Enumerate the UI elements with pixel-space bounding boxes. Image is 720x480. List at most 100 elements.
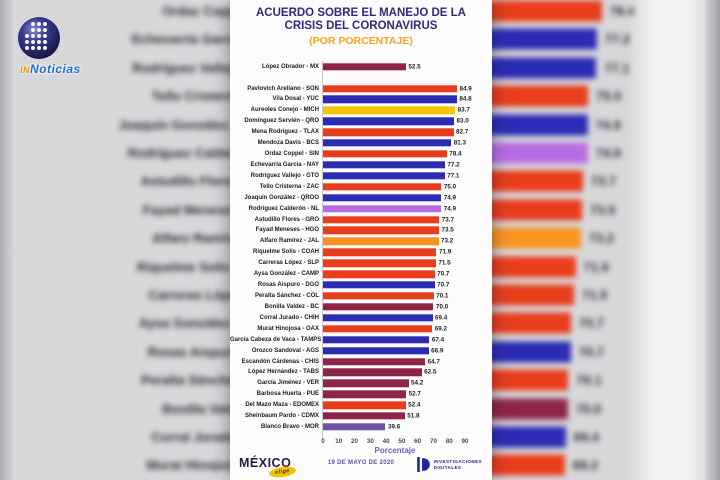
bar-label: Fayad Meneses - HGO [255, 227, 319, 234]
bar [323, 335, 430, 344]
x-tick: 0 [321, 438, 325, 445]
bar-label: Mena Rodríguez - TLAX [251, 129, 319, 136]
x-tick: 60 [414, 438, 422, 445]
x-tick: 90 [461, 438, 469, 445]
bar-value: 52.5 [408, 63, 421, 71]
bar-label: Escandón Cárdenas - CHIS [241, 358, 319, 365]
bar-value: 74.9 [443, 194, 456, 202]
bar [323, 117, 454, 125]
bg-bar-value: 73.7 [590, 173, 617, 189]
bar-value: 66.9 [431, 347, 444, 355]
bar [323, 139, 452, 147]
panel-footer: MÉXICO elige 19 DE MAYO DE 2020 INVESTIG… [230, 452, 492, 479]
bar [323, 106, 456, 115]
org-logo: INVESTIGACIONES DIGITALES [416, 456, 482, 473]
bar [323, 346, 429, 355]
bar [323, 237, 439, 246]
bg-bar-value: 70.1 [576, 372, 602, 388]
background-white-band [628, 0, 706, 480]
bar-label: Vila Dosal - YUC [272, 96, 319, 103]
bg-bar-value: 77.1 [604, 60, 630, 76]
bar-label: García Cabeza de Vaca - TAMPS [230, 336, 322, 343]
bar [323, 281, 435, 289]
bar [323, 390, 407, 398]
x-tick: 10 [335, 438, 343, 445]
y-axis-line [322, 60, 323, 440]
bar [323, 183, 442, 191]
bar-value: 84.9 [459, 85, 472, 92]
bar [323, 95, 457, 104]
bar [323, 314, 433, 322]
chart-title-line1: ACUERDO SOBRE EL MANEJO DE LA [255, 7, 466, 19]
bar-label: Alfaro Ramírez - JAL [259, 238, 319, 245]
x-tick: 20 [351, 438, 359, 445]
bar-value: 70.1 [436, 292, 449, 300]
bar-label: Domínguez Servién - QRO [244, 118, 319, 125]
bar-label: Astudillo Flores - GRO [254, 216, 319, 223]
bg-bar-value: 70.0 [576, 401, 602, 417]
globe-logo-icon [18, 17, 60, 59]
bar-label: García Jiménez - VER [257, 380, 319, 387]
bar [323, 292, 434, 300]
bar [323, 401, 406, 409]
bar-value: 62.5 [424, 368, 437, 376]
bar [323, 226, 439, 235]
chart-title-line2: CRISIS DEL CORONAVIRUS [284, 20, 438, 32]
bar-label: Barbosa Huerta - PUE [256, 391, 319, 398]
bar-label: Carreras López - SLP [258, 260, 319, 267]
bar-label: Tello Cristerna - ZAC [259, 183, 319, 190]
bar-value: 83.7 [457, 106, 470, 114]
bar-label: Pavlovich Arellano - SON [247, 85, 319, 92]
publication-date: 19 DE MAYO DE 2020 [327, 460, 395, 466]
bar-label: Rosas Aispuro - DGO [257, 282, 319, 289]
bar [323, 193, 442, 202]
background-left-vignette [0, 0, 14, 480]
watermark-name: Noticias [30, 62, 81, 76]
x-tick: 30 [366, 438, 374, 445]
bar [323, 259, 436, 267]
bar-value: 54.2 [411, 379, 424, 387]
bg-bar-value: 77.2 [604, 31, 631, 47]
bar-label: Joaquín González - QROO [244, 194, 319, 201]
watermark-text: INNoticias [20, 62, 81, 76]
bar-value: 70.7 [437, 281, 450, 289]
bar-label: Mendoza Davis - BCS [257, 140, 319, 147]
channel-watermark: INNoticias [14, 14, 109, 80]
brand-name: MÉXICO [239, 456, 292, 470]
bg-bar-value: 75.0 [596, 88, 622, 104]
bar-value: 75.0 [443, 183, 457, 191]
bar [323, 379, 409, 388]
x-tick: 80 [445, 438, 453, 445]
bar-value: 39.6 [387, 423, 401, 431]
bar [323, 150, 447, 158]
bar-value: 64.7 [427, 358, 440, 365]
bg-bar-value: 69.2 [572, 457, 599, 473]
bg-bar-value: 71.9 [583, 259, 609, 275]
background-right-vignette [704, 0, 720, 480]
bar-value: 73.2 [441, 237, 454, 245]
bar-value: 51.8 [407, 412, 420, 420]
x-tick: 40 [382, 438, 390, 445]
bar [323, 172, 445, 180]
x-axis-label: Porcentaje [374, 446, 416, 455]
bar-label: Echevarría García - NAY [250, 161, 319, 168]
org-name-line1: INVESTIGACIONES [433, 459, 482, 465]
bar-value: 52.4 [408, 401, 421, 409]
bg-bar-value: 69.4 [573, 429, 599, 445]
bar [323, 303, 434, 311]
bar-label: López Obrador - MX [262, 64, 319, 70]
org-name: INVESTIGACIONES DIGITALES [434, 459, 482, 470]
bar-label: Ordaz Coppel - SIN [264, 151, 319, 158]
bar-label: López Hernández - TABS [248, 369, 319, 376]
bar-value: 71.9 [438, 248, 452, 256]
bg-bar-value: 70.7 [578, 344, 605, 360]
x-tick: 70 [429, 438, 437, 445]
brand-logo: MÉXICO elige [239, 456, 297, 479]
bar [323, 84, 457, 93]
chart-panel: ACUERDO SOBRE EL MANEJO DE LA CRISIS DEL… [230, 0, 492, 480]
bar [323, 368, 422, 377]
bar-label: Sheinbaum Pardo - CDMX [244, 413, 319, 420]
bg-bar-value: 74.9 [595, 145, 621, 161]
bar [323, 248, 437, 256]
